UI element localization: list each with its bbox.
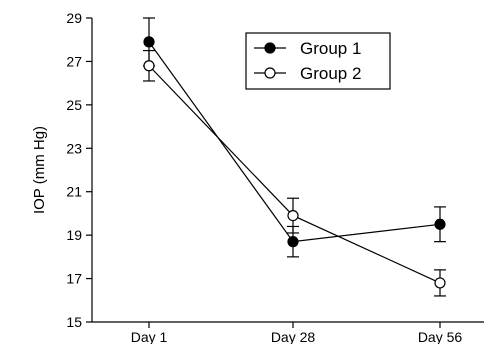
y-tick-label-27: 27 — [66, 53, 82, 69]
x-tick-label-2: Day 28 — [271, 329, 316, 344]
point-s1-p2 — [287, 236, 299, 248]
y-tick-label-19: 19 — [66, 227, 82, 243]
legend-label-group-1: Group 1 — [300, 39, 361, 58]
point-s1-p3 — [434, 218, 446, 230]
y-ticks: 15 17 19 21 23 25 27 29 — [66, 10, 92, 330]
legend-marker-group-1 — [264, 42, 276, 54]
x-ticks: Day 1 Day 28 Day 56 — [131, 322, 463, 344]
x-tick-label-1: Day 1 — [131, 329, 168, 344]
y-axis-label: IOP (mm Hg) — [31, 126, 48, 214]
legend: Group 1 Group 2 — [245, 32, 391, 90]
series-group — [143, 17, 446, 297]
point-s2-p3 — [434, 277, 446, 289]
y-tick-label-21: 21 — [66, 184, 82, 200]
series-line-2 — [148, 65, 441, 284]
y-tick-label-15: 15 — [66, 314, 82, 330]
y-tick-label-25: 25 — [66, 97, 82, 113]
legend-label-group-2: Group 2 — [300, 64, 361, 83]
point-s1-p1 — [143, 36, 155, 48]
x-tick-label-3: Day 56 — [418, 329, 463, 344]
y-tick-label-23: 23 — [66, 140, 82, 156]
legend-box — [245, 32, 391, 90]
y-tick-label-17: 17 — [66, 271, 82, 287]
legend-marker-group-2 — [264, 67, 276, 79]
point-s2-p1 — [143, 60, 155, 72]
point-s2-p2 — [287, 210, 299, 222]
y-tick-label-29: 29 — [66, 10, 82, 26]
